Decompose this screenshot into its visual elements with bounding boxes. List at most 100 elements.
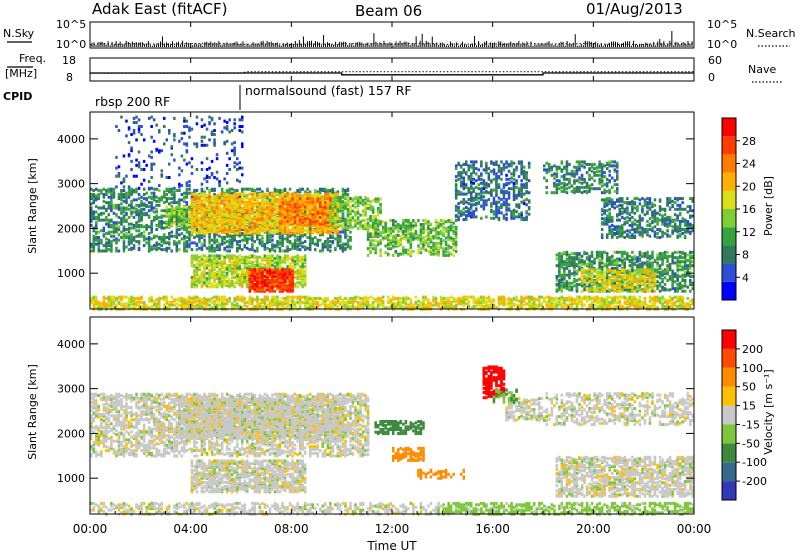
heatmap-cell: [238, 266, 242, 270]
heatmap-cell: [356, 221, 360, 225]
heatmap-cell: [183, 209, 186, 213]
heatmap-cell: [112, 234, 116, 238]
heatmap-cell: [369, 224, 372, 228]
heatmap-cell: [213, 214, 216, 218]
heatmap-cell: [308, 233, 312, 237]
heatmap-cell: [178, 198, 181, 202]
heatmap-cell: [178, 240, 181, 244]
heatmap-cell: [291, 227, 294, 231]
heatmap-cell: [137, 229, 141, 233]
heatmap-cell: [286, 272, 289, 276]
heatmap-cell: [147, 209, 151, 213]
heatmap-cell: [195, 211, 199, 215]
heatmap-cell: [241, 248, 244, 252]
heatmap-cell: [293, 259, 297, 263]
heatmap-cell: [163, 190, 166, 194]
heatmap-cell: [278, 236, 282, 239]
heatmap-cell: [319, 218, 322, 222]
heatmap-cell: [306, 221, 309, 225]
heatmap-cell: [246, 226, 249, 230]
heatmap-cell: [253, 263, 257, 267]
heatmap-cell: [246, 255, 249, 259]
heatmap-cell: [326, 219, 330, 223]
heatmap-cell: [286, 237, 289, 241]
heatmap-cell: [306, 226, 309, 230]
heatmap-cell: [339, 205, 342, 209]
heatmap-cell: [271, 275, 274, 278]
heatmap-cell: [258, 202, 262, 205]
heatmap-cell: [92, 201, 96, 205]
heatmap-cell: [228, 206, 231, 209]
heatmap-cell: [208, 245, 211, 249]
heatmap-cell: [120, 211, 123, 215]
heatmap-cell: [397, 223, 400, 226]
heatmap-cell: [135, 190, 138, 194]
heatmap-cell: [193, 218, 196, 222]
heatmap-cell: [329, 208, 332, 212]
heatmap-cell: [183, 234, 186, 238]
heatmap-cell: [178, 248, 181, 252]
heatmap-cell: [251, 266, 254, 270]
heatmap-cell: [246, 220, 249, 224]
heatmap-cell: [263, 281, 267, 285]
heatmap-cell: [213, 199, 216, 203]
heatmap-cell: [185, 213, 189, 217]
heatmap-cell: [253, 189, 257, 192]
heatmap-cell: [326, 203, 330, 207]
heatmap-cell: [145, 241, 148, 245]
heatmap-cell: [183, 198, 186, 202]
heatmap-cell: [346, 187, 350, 191]
heatmap-cell: [125, 206, 128, 210]
heatmap-cell: [150, 219, 153, 223]
heatmap-cell: [291, 197, 294, 201]
heatmap-cell: [238, 254, 242, 258]
heatmap-cell: [263, 268, 267, 272]
heatmap-cell: [268, 248, 272, 252]
heatmap-cell: [273, 249, 277, 253]
heatmap-cell: [268, 192, 272, 196]
heatmap-cell: [223, 206, 226, 209]
heatmap-cell: [127, 207, 131, 211]
heatmap-cell: [193, 277, 196, 281]
heatmap-cell: [155, 203, 158, 207]
heatmap-cell: [324, 201, 327, 205]
heatmap-cell: [266, 211, 269, 215]
heatmap-cell: [361, 224, 365, 228]
heatmap-cell: [236, 249, 239, 253]
heatmap-cell: [243, 200, 247, 204]
heatmap-cell: [324, 242, 327, 246]
heatmap-cell: [276, 261, 279, 265]
heatmap-cell: [374, 219, 377, 222]
heatmap-cell: [298, 195, 302, 199]
heatmap-cell: [105, 237, 108, 241]
heatmap-cell: [175, 228, 179, 231]
heatmap-cell: [306, 201, 309, 205]
heatmap-cell: [271, 242, 274, 246]
heatmap-cell: [336, 212, 340, 216]
heatmap-cell: [90, 195, 93, 199]
heatmap-cell: [97, 197, 101, 201]
heatmap-cell: [273, 198, 277, 201]
heatmap-cell: [200, 210, 204, 214]
heatmap-cell: [387, 247, 390, 251]
heatmap-cell: [271, 228, 274, 232]
heatmap-cell: [208, 226, 211, 230]
heatmap-cell: [253, 240, 257, 244]
heatmap-cell: [273, 195, 277, 199]
heatmap-cell: [170, 193, 174, 196]
heatmap-cell: [185, 191, 189, 195]
heatmap-cell: [308, 216, 312, 220]
heatmap-cell: [258, 215, 262, 219]
heatmap-cell: [193, 192, 196, 196]
heatmap-cell: [281, 213, 284, 217]
heatmap-cell: [389, 247, 393, 251]
heatmap-cell: [120, 217, 123, 221]
heatmap-cell: [198, 220, 201, 224]
heatmap-cell: [208, 285, 211, 289]
heatmap-cell: [329, 205, 332, 209]
heatmap-cell: [188, 230, 191, 234]
heatmap-cell: [293, 205, 297, 209]
heatmap-cell: [102, 187, 106, 191]
heatmap-cell: [291, 258, 294, 262]
heatmap-cell: [185, 205, 189, 209]
